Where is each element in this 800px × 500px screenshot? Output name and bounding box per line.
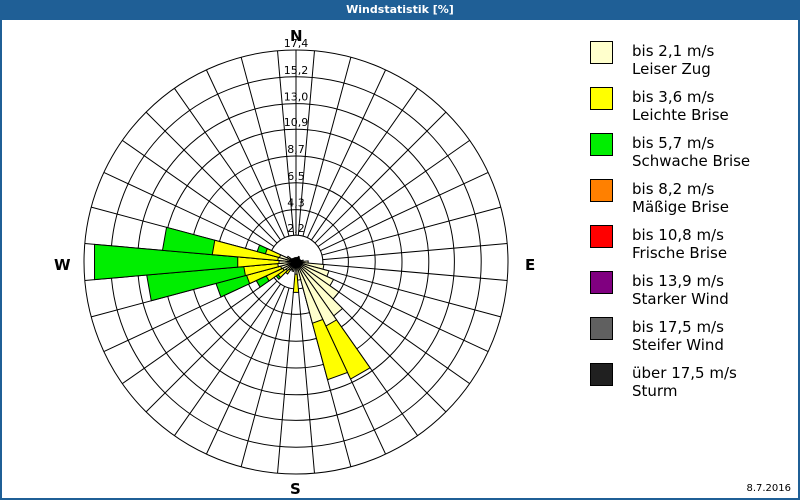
legend-swatch (590, 317, 613, 340)
legend-label: Schwache Brise (632, 152, 751, 170)
legend-label: Frische Brise (632, 244, 728, 262)
legend-label: Starker Wind (632, 290, 729, 308)
legend-label: Leiser Zug (632, 60, 711, 78)
direction-south-label: S (290, 480, 301, 498)
legend-swatch (590, 363, 613, 386)
legend-range: bis 3,6 m/s (632, 88, 715, 106)
legend-swatch (590, 87, 613, 110)
legend-swatch (590, 179, 613, 202)
svg-text:8,7: 8,7 (287, 143, 305, 156)
legend-item: bis 3,6 m/s Leichte Brise (590, 87, 790, 133)
legend-range: bis 10,8 m/s (632, 226, 724, 244)
legend-item: bis 5,7 m/s Schwache Brise (590, 133, 790, 179)
direction-north-label: N (290, 27, 303, 45)
legend-item: bis 17,5 m/s Steifer Wind (590, 317, 790, 363)
legend-item: bis 2,1 m/s Leiser Zug (590, 41, 790, 87)
legend-range: bis 17,5 m/s (632, 318, 724, 336)
legend-range: bis 5,7 m/s (632, 134, 715, 152)
chart-title: Windstatistik [%] (0, 0, 800, 20)
svg-text:10,9: 10,9 (284, 116, 309, 129)
legend-item: bis 8,2 m/s Mäßige Brise (590, 179, 790, 225)
legend-item: bis 13,9 m/s Starker Wind (590, 271, 790, 317)
legend-item: über 17,5 m/s Sturm (590, 363, 790, 409)
legend-range: über 17,5 m/s (632, 364, 737, 382)
legend-swatch (590, 271, 613, 294)
legend-swatch (590, 133, 613, 156)
legend-label: Sturm (632, 382, 678, 400)
legend-range: bis 8,2 m/s (632, 180, 715, 198)
legend-swatch (590, 41, 613, 64)
legend-range: bis 2,1 m/s (632, 42, 715, 60)
date-stamp: 8.7.2016 (746, 483, 791, 494)
legend-label: Leichte Brise (632, 106, 729, 124)
svg-text:17,4: 17,4 (284, 37, 309, 50)
svg-text:13,0: 13,0 (284, 91, 309, 104)
direction-east-label: E (525, 256, 536, 274)
svg-text:15,2: 15,2 (284, 64, 309, 77)
legend: bis 2,1 m/s Leiser Zug bis 3,6 m/s Leichte… (590, 41, 790, 409)
legend-swatch (590, 225, 613, 248)
svg-text:6,5: 6,5 (287, 170, 305, 183)
direction-west-label: W (54, 256, 71, 274)
legend-item: bis 10,8 m/s Frische Brise (590, 225, 790, 271)
legend-label: Steifer Wind (632, 336, 724, 354)
legend-range: bis 13,9 m/s (632, 272, 724, 290)
svg-text:2,2: 2,2 (287, 222, 305, 235)
legend-label: Mäßige Brise (632, 198, 729, 216)
svg-text:4,3: 4,3 (287, 197, 305, 210)
